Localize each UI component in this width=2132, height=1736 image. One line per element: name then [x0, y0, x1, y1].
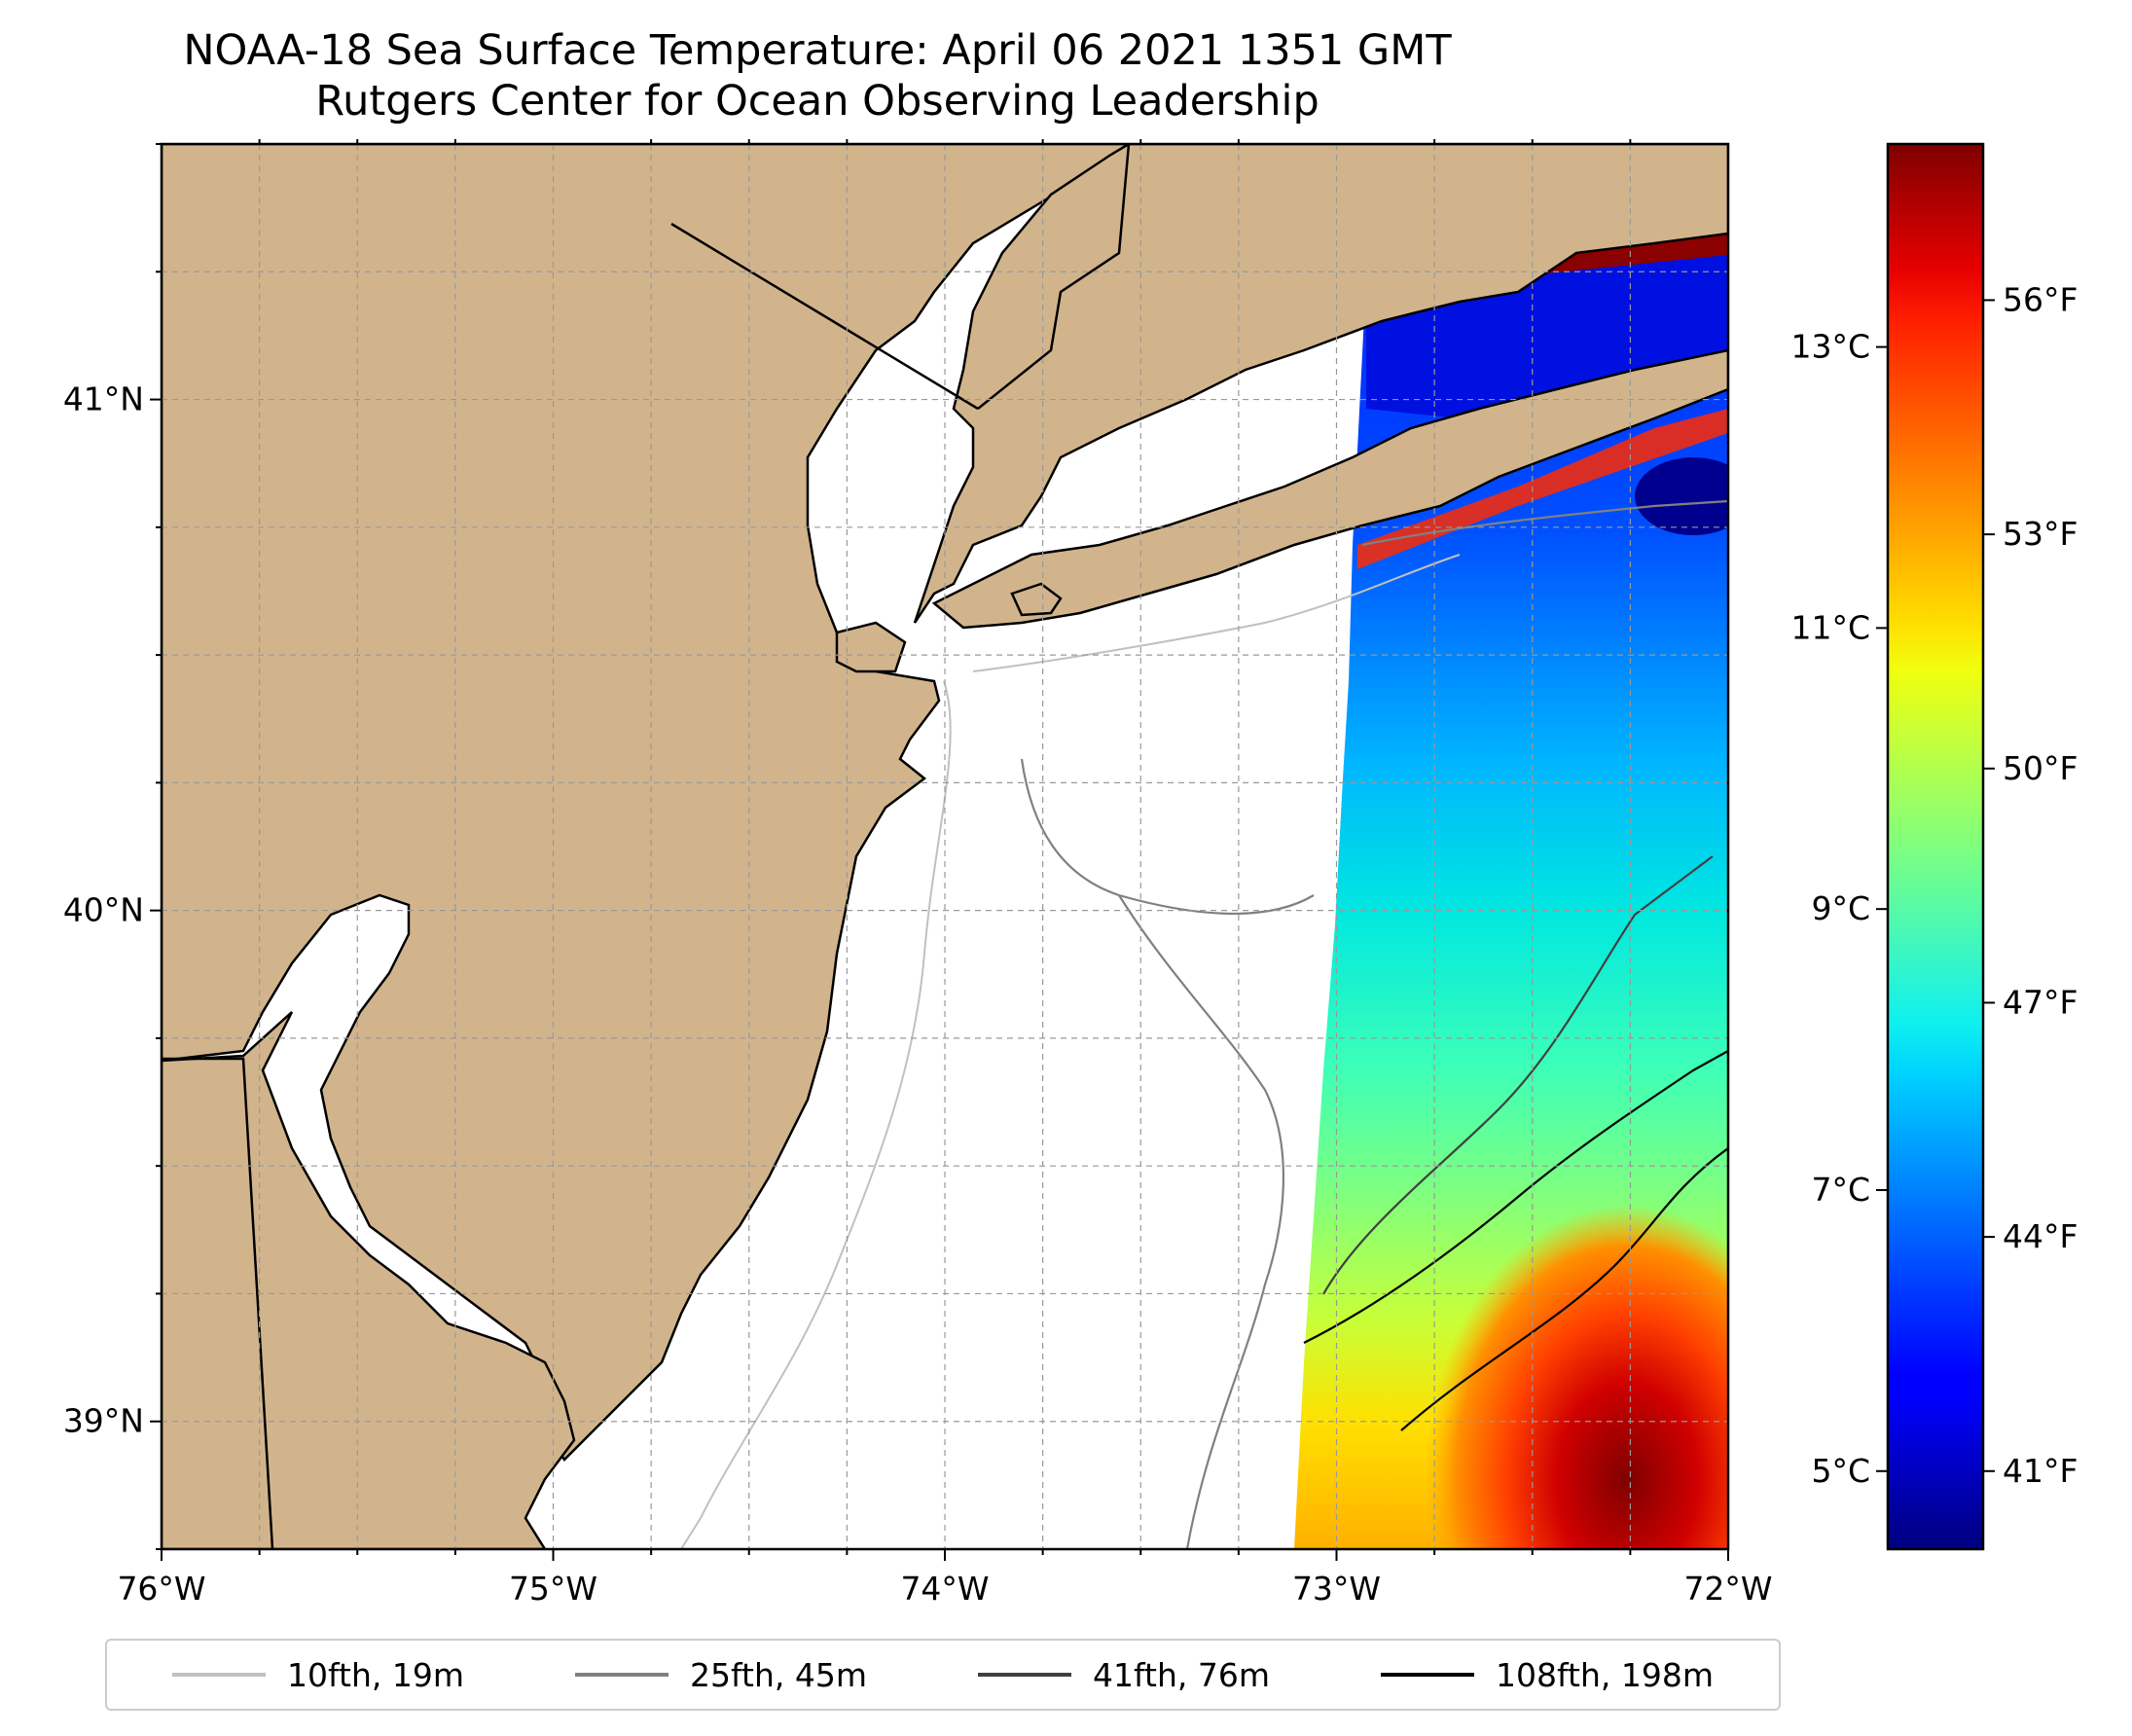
map-gridlines	[162, 144, 1728, 1549]
x-tick-label: 75°W	[509, 1570, 597, 1608]
colorbar-celsius-axis: 5°C 7°C 9°C 11°C 13°C	[1790, 328, 1888, 1490]
x-tick-label: 74°W	[900, 1570, 989, 1608]
colorbar-c-label: 13°C	[1790, 328, 1870, 366]
colorbar-fahrenheit-axis: 41°F 44°F 47°F 50°F 53°F 56°F	[1983, 280, 2078, 1490]
colorbar-f-label: 53°F	[2003, 515, 2078, 553]
x-tick-label: 76°W	[117, 1570, 205, 1608]
legend-swatch	[172, 1673, 266, 1677]
x-axis: 76°W 75°W 74°W 73°W 72°W	[117, 139, 1773, 1608]
map-subtitle: Rutgers Center for Ocean Observing Leade…	[315, 77, 1319, 126]
contour-legend: 10fth, 19m 25fth, 45m 41fth, 76m 108fth,…	[105, 1639, 1781, 1711]
legend-label: 108fth, 198m	[1496, 1655, 1714, 1694]
y-tick-label: 40°N	[63, 891, 144, 929]
colorbar-f-label: 56°F	[2003, 280, 2078, 318]
legend-item: 25fth, 45m	[575, 1656, 867, 1694]
x-tick-label: 72°W	[1683, 1570, 1772, 1608]
legend-label: 10fth, 19m	[287, 1655, 464, 1694]
colorbar-c-label: 5°C	[1811, 1452, 1870, 1490]
legend-label: 41fth, 76m	[1093, 1655, 1270, 1694]
x-tick-label: 73°W	[1292, 1570, 1381, 1608]
colorbar-f-label: 50°F	[2003, 749, 2078, 787]
legend-item: 41fth, 76m	[978, 1656, 1270, 1694]
colorbar	[1886, 142, 1985, 1551]
map-title: NOAA-18 Sea Surface Temperature: April 0…	[183, 26, 1452, 75]
contour-41fth	[1322, 855, 1714, 1295]
colorbar-c-label: 11°C	[1790, 608, 1870, 646]
colorbar-c-label: 7°C	[1811, 1171, 1870, 1209]
legend-swatch	[1381, 1673, 1474, 1677]
legend-item: 108fth, 198m	[1381, 1656, 1714, 1694]
legend-swatch	[575, 1673, 669, 1677]
y-tick-label: 39°N	[63, 1402, 144, 1440]
y-axis: 41°N 40°N 39°N	[63, 143, 162, 1550]
contour-108fth	[1303, 1050, 1728, 1344]
legend-swatch	[978, 1673, 1071, 1677]
contour-10fth	[680, 680, 952, 1549]
colorbar-c-label: 9°C	[1811, 889, 1870, 927]
y-tick-label: 41°N	[63, 380, 144, 418]
colorbar-f-label: 44°F	[2003, 1217, 2078, 1255]
contour-25fth	[1020, 758, 1315, 1549]
sst-data-layer	[1294, 234, 1728, 1549]
colorbar-f-label: 47°F	[2003, 983, 2078, 1021]
bathymetry-contours	[680, 499, 1728, 1549]
legend-item: 10fth, 19m	[172, 1656, 464, 1694]
legend-label: 25fth, 45m	[690, 1655, 867, 1694]
colorbar-f-label: 41°F	[2003, 1452, 2078, 1490]
state-borders	[162, 144, 1131, 1549]
sst-map: 76°W 75°W 74°W 73°W 72°W 41°N 40°N 39°N 5°C 7°C…	[63, 139, 2078, 1608]
